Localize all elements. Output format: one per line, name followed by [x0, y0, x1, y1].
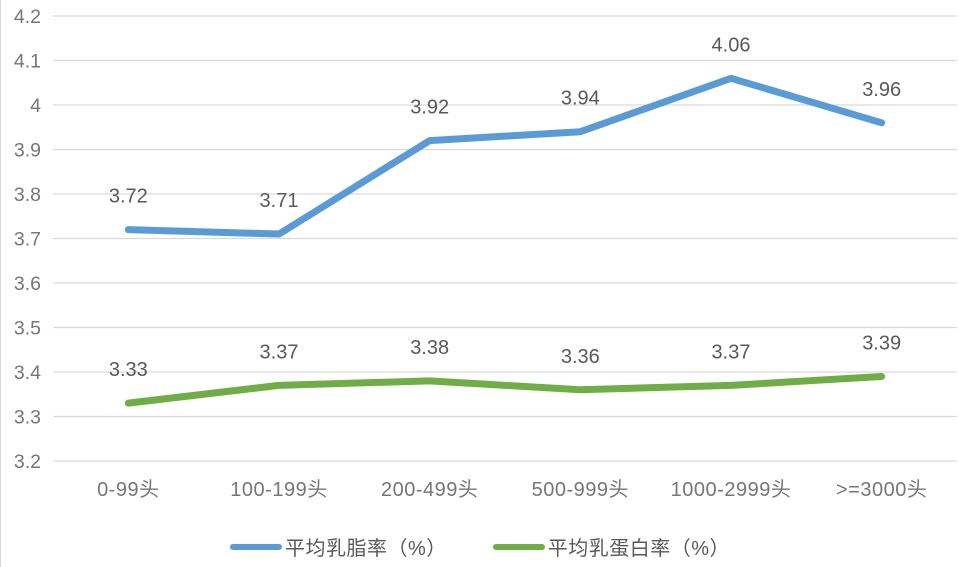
data-label-s1-p0: 3.33	[109, 359, 148, 381]
data-label-s1-p3: 3.36	[561, 346, 600, 368]
data-label-s1-p4: 3.37	[712, 341, 751, 363]
data-label-s1-p2: 3.38	[410, 337, 449, 359]
plot-area: 4.2 4.1 4 3.9 3.8 3.7 3.6 3.5 3.4 3.3 3.2 0-99头 100-…	[14, 6, 957, 501]
x-tick-label-5: >=3000头	[836, 478, 927, 501]
legend: 平均乳脂率（%） 平均乳蛋白率（%）	[1, 532, 959, 561]
y-tick-label-4.1: 4.1	[14, 51, 41, 73]
y-tick-label-3.5: 3.5	[14, 318, 41, 340]
x-tick-label-1: 100-199头	[230, 478, 327, 501]
y-tick-label-3.7: 3.7	[14, 229, 41, 251]
y-tick-label-3.6: 3.6	[14, 273, 41, 295]
data-label-s0-p2: 3.92	[410, 97, 449, 119]
data-label-s1-p5: 3.39	[862, 332, 901, 354]
y-tick-label-3.8: 3.8	[14, 184, 41, 206]
data-label-s0-p4: 4.06	[712, 34, 751, 56]
legend-label-avg-milk-protein: 平均乳蛋白率（%）	[547, 538, 731, 560]
y-tick-label-4: 4	[30, 95, 41, 117]
y-tick-label-3.9: 3.9	[14, 140, 41, 162]
x-tick-label-3: 500-999头	[532, 478, 629, 501]
data-label-s0-p3: 3.94	[561, 88, 600, 110]
series-line-1	[124, 372, 886, 407]
data-label-s1-p1: 3.37	[260, 341, 299, 363]
legend-label-avg-milk-fat: 平均乳脂率（%）	[284, 538, 447, 560]
y-tick-label-3.4: 3.4	[14, 362, 41, 384]
x-tick-label-0: 0-99头	[97, 478, 160, 501]
legend-item-avg-milk-protein: 平均乳蛋白率（%）	[492, 532, 731, 561]
legend-item-avg-milk-fat: 平均乳脂率（%）	[229, 532, 447, 561]
series-line-0	[124, 74, 886, 238]
data-label-s0-p1: 3.71	[260, 190, 299, 212]
data-label-s0-p5: 3.96	[862, 79, 901, 101]
y-tick-label-3.2: 3.2	[14, 451, 41, 473]
legend-line-swatch-green	[492, 543, 545, 550]
data-label-s0-p0: 3.72	[109, 186, 148, 208]
legend-line-swatch-blue	[229, 543, 282, 550]
x-tick-label-4: 1000-2999头	[671, 478, 792, 501]
y-tick-label-4.2: 4.2	[14, 6, 41, 28]
y-tick-label-3.3: 3.3	[14, 407, 41, 429]
x-tick-label-2: 200-499头	[381, 478, 478, 501]
